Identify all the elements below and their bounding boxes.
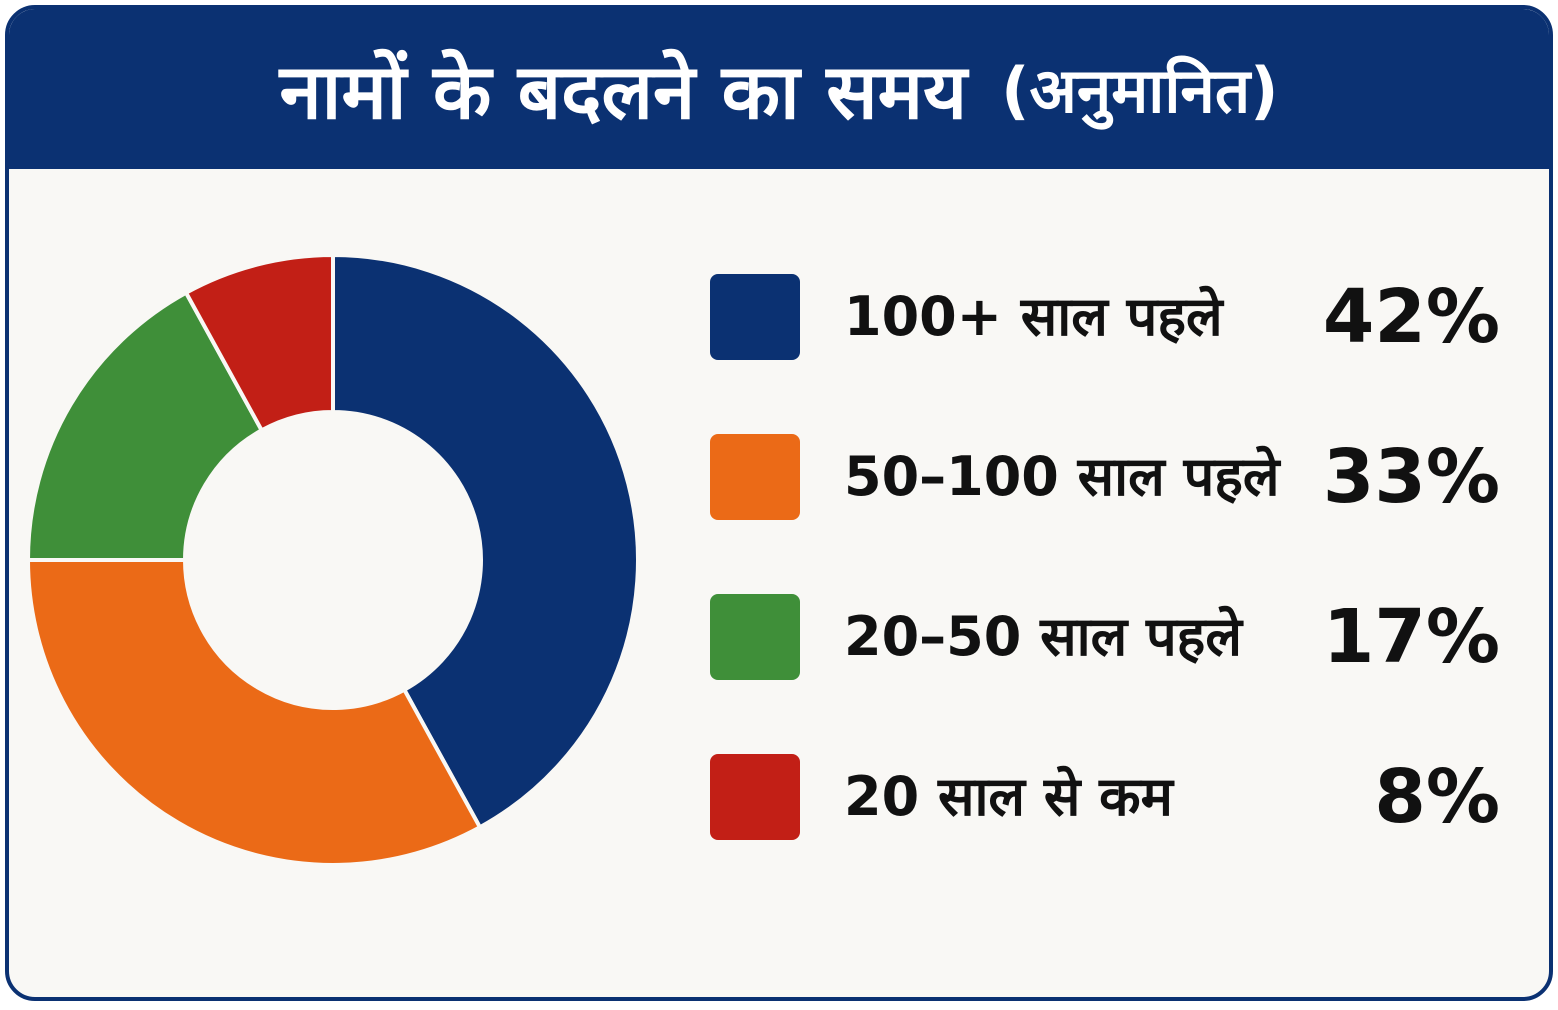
legend-label: 100+ साल पहले bbox=[844, 285, 1223, 348]
legend-item-100-plus-years: 100+ साल पहले 42% bbox=[708, 272, 1508, 362]
legend-value: 33% bbox=[1322, 434, 1500, 520]
legend-swatch bbox=[710, 434, 800, 520]
legend-swatch bbox=[710, 594, 800, 680]
donut-slice-100-plus-years bbox=[331, 252, 640, 830]
donut-slice-50-100-years bbox=[25, 558, 483, 867]
donut-slice-20-50-years bbox=[25, 290, 265, 562]
legend-label: 50–100 साल पहले bbox=[844, 445, 1280, 508]
title-bar: नामों के बदलने का समय (अनुमानित) bbox=[9, 9, 1549, 169]
legend-swatch bbox=[710, 274, 800, 360]
chart-subtitle: (अनुमानित) bbox=[1001, 54, 1279, 127]
chart-title-main: नामों के बदलने का समय bbox=[279, 46, 968, 136]
legend-label: 20 साल से कम bbox=[844, 765, 1173, 828]
legend-item-under-20-years: 20 साल से कम 8% bbox=[708, 752, 1508, 842]
chart-title: नामों के बदलने का समय (अनुमानित) bbox=[9, 9, 1549, 169]
legend-item-20-50-years: 20–50 साल पहले 17% bbox=[708, 592, 1508, 682]
legend-label: 20–50 साल पहले bbox=[844, 605, 1242, 668]
legend-value: 42% bbox=[1322, 274, 1500, 360]
donut-slice-under-20-years bbox=[183, 252, 335, 434]
legend-swatch bbox=[710, 754, 800, 840]
legend-item-50-100-years: 50–100 साल पहले 33% bbox=[708, 432, 1508, 522]
legend-value: 17% bbox=[1322, 594, 1500, 680]
legend-value: 8% bbox=[1374, 754, 1500, 840]
